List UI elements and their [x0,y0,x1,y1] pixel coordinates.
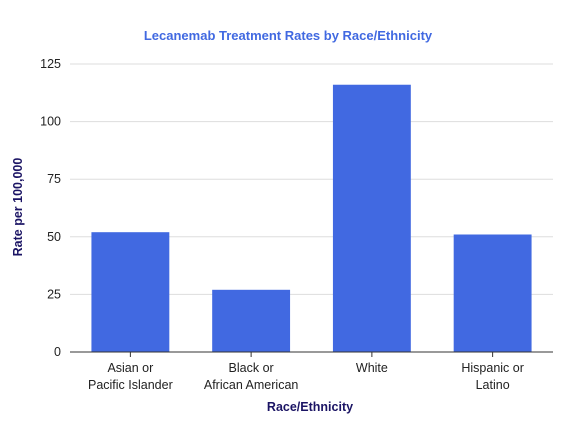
bar [91,232,170,352]
x-axis-categories: Asian or Pacific Islander Black or African … [88,352,524,392]
y-axis-ticks: 0 25 50 75 100 125 [40,57,61,359]
x-category-label: Asian or Pacific Islander [88,361,173,392]
y-tick-label: 50 [47,230,61,244]
bar [453,234,532,352]
bar [332,84,411,353]
y-axis-title: Rate per 100,000 [11,158,25,257]
bars [91,84,532,353]
y-tick-label: 25 [47,287,61,301]
x-category-label: Hispanic or Latino [461,361,524,392]
x-category-label: Black or African American [204,361,299,392]
bar [212,289,291,352]
x-category-label: White [356,361,388,375]
x-axis-title: Race/Ethnicity [267,400,353,414]
y-tick-label: 125 [40,57,61,71]
y-tick-label: 100 [40,115,61,129]
chart-title: Lecanemab Treatment Rates by Race/Ethnic… [144,28,433,43]
y-tick-label: 0 [54,345,61,359]
y-tick-label: 75 [47,172,61,186]
